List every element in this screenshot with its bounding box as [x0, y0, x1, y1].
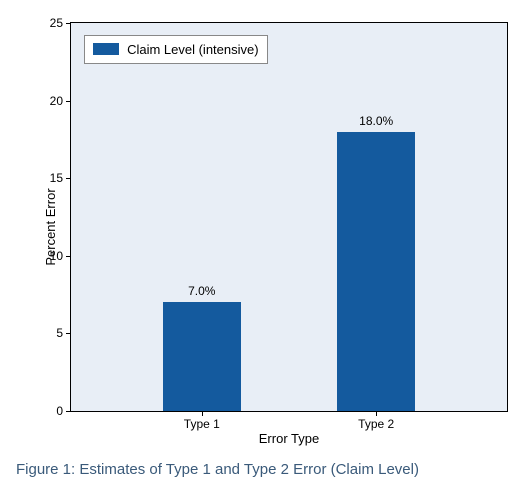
figure-caption: Figure 1: Estimates of Type 1 and Type 2… — [16, 460, 516, 480]
bar: 18.0% — [337, 132, 415, 411]
bar-value-label: 18.0% — [359, 114, 393, 132]
plot-area: Claim Level (intensive) 05101520257.0%Ty… — [70, 22, 508, 412]
x-axis-label: Error Type — [70, 431, 508, 446]
legend-label: Claim Level (intensive) — [127, 42, 259, 57]
y-tick-mark — [66, 411, 71, 412]
legend: Claim Level (intensive) — [84, 35, 268, 64]
x-tick-mark — [202, 411, 203, 416]
y-tick-mark — [66, 333, 71, 334]
bar: 7.0% — [163, 302, 241, 411]
y-axis-label: Percent Error — [43, 188, 58, 265]
bar-value-label: 7.0% — [188, 284, 215, 302]
y-tick-mark — [66, 101, 71, 102]
y-tick-mark — [66, 23, 71, 24]
y-tick-mark — [66, 256, 71, 257]
x-tick-mark — [376, 411, 377, 416]
chart-figure: Claim Level (intensive) 05101520257.0%Ty… — [8, 8, 521, 446]
legend-swatch — [93, 43, 119, 55]
y-tick-mark — [66, 178, 71, 179]
